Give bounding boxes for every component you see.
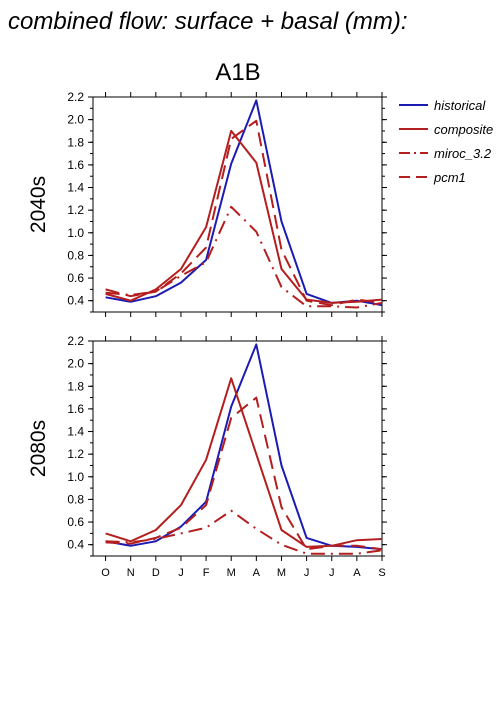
y-tick-label: 1.8 (67, 135, 84, 149)
x-tick-label: F (203, 567, 210, 579)
legend-label: historical (434, 98, 486, 113)
series-line-pcm1 (105, 396, 383, 551)
legend-label: composite (434, 122, 493, 137)
y-tick-label: 0.6 (67, 515, 84, 529)
x-tick-label: A (253, 567, 261, 579)
series-line-historical (105, 99, 383, 307)
y-tick-label: 2.2 (67, 334, 84, 348)
y-tick-label: 2.0 (67, 113, 84, 127)
x-tick-label: M (227, 567, 236, 579)
scenario-label: A1B (215, 59, 260, 86)
y-tick-label: 1.2 (67, 203, 84, 217)
plot-frame (92, 96, 383, 313)
page-title: combined flow: surface + basal (mm): (8, 8, 408, 35)
y-tick-label: 1.6 (67, 402, 84, 416)
y-tick-label: 2.2 (67, 90, 84, 104)
x-tick-label: A (353, 567, 361, 579)
y-tick-label: 1.6 (67, 158, 84, 172)
panel-2040s: 0.4 0.6 0.8 1.0 1.2 1.4 1.6 1.8 2.0 2.2 2040s (27, 90, 387, 317)
x-tick-label: D (152, 567, 160, 579)
legend: historical composite miroc_3.2 pcm1 (399, 98, 493, 185)
y-tick-label: 1.4 (67, 181, 84, 195)
panel-label: 2040s (27, 176, 50, 233)
panel-label: 2080s (27, 420, 50, 477)
x-tick-label: J (178, 567, 184, 579)
series-line-composite (105, 377, 383, 548)
legend-label: pcm1 (433, 170, 466, 185)
y-tick-label: 0.8 (67, 492, 84, 506)
y-tick-label: 1.4 (67, 425, 84, 439)
y-tick-label: 1.8 (67, 379, 84, 393)
y-tick-label: 1.0 (67, 470, 84, 484)
x-tick-label: S (378, 567, 385, 579)
y-tick-label: 0.6 (67, 271, 84, 285)
series-line-pcm1 (105, 119, 383, 307)
legend-label: miroc_3.2 (434, 146, 492, 161)
y-tick-label: 1.0 (67, 226, 84, 240)
series-line-composite (105, 129, 383, 304)
x-tick-label: J (304, 567, 310, 579)
x-tick-label: N (127, 567, 135, 579)
y-tick-label: 0.4 (67, 538, 84, 552)
y-tick-label: 0.8 (67, 248, 84, 262)
series-line-miroc-3-2 (105, 509, 383, 555)
x-tick-label: J (329, 567, 335, 579)
plot-frame (92, 340, 383, 557)
panel-2080s: 0.4 0.6 0.8 1.0 1.2 1.4 1.6 1.8 2.0 2.2 O N D J F M A M J J… (27, 334, 387, 579)
x-tick-label: O (101, 567, 110, 579)
y-tick-label: 1.2 (67, 447, 84, 461)
x-tick-label: M (277, 567, 286, 579)
y-tick-label: 2.0 (67, 357, 84, 371)
y-tick-label: 0.4 (67, 294, 84, 308)
series-line-historical (105, 343, 383, 551)
panels-layer: 0.40.60.81.01.21.41.61.82.02.22040s0.40.… (27, 90, 387, 579)
